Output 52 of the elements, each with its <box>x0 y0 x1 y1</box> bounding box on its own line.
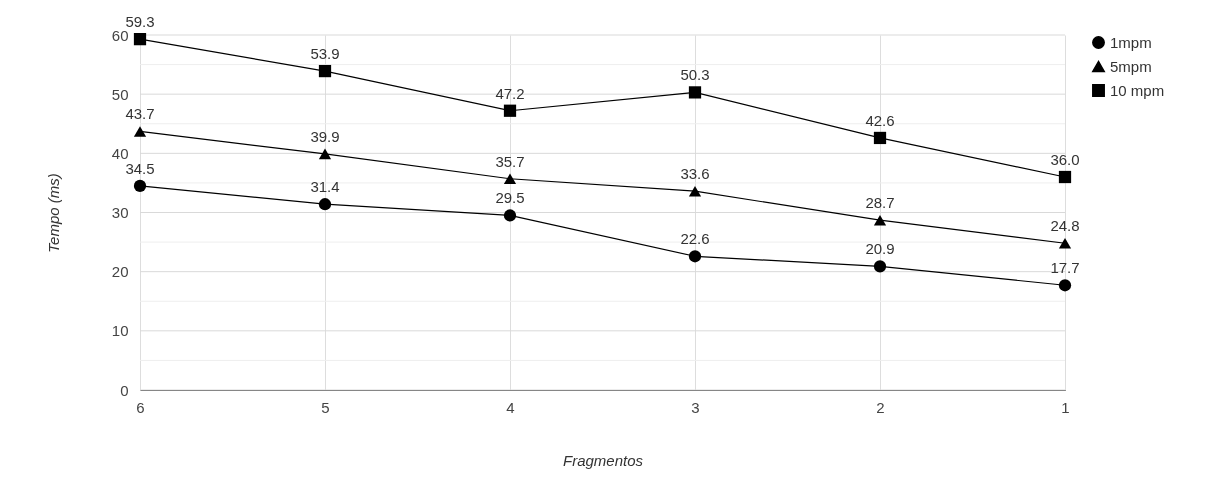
point <box>318 64 332 78</box>
data-label: 42.6 <box>865 111 895 129</box>
data-label: 20.9 <box>865 240 895 258</box>
y-axis-title: Tempo (ms) <box>44 173 62 253</box>
data-label: 31.4 <box>310 178 340 196</box>
data-label: 17.7 <box>1050 259 1080 277</box>
point <box>1058 170 1072 184</box>
data-label: 33.6 <box>680 165 710 183</box>
point <box>688 86 702 99</box>
point <box>133 179 147 192</box>
y-tick-label: 10 <box>111 322 129 340</box>
x-tick-label: 5 <box>321 398 330 416</box>
y-tick-label: 50 <box>111 85 129 103</box>
point <box>503 104 517 117</box>
data-label: 28.7 <box>865 194 895 212</box>
y-tick-label: 40 <box>111 144 129 162</box>
point <box>688 185 702 197</box>
x-tick-label: 2 <box>876 398 885 416</box>
point <box>688 250 702 263</box>
x-tick-label: 3 <box>691 398 700 416</box>
data-label: 39.9 <box>310 127 340 145</box>
data-label: 29.5 <box>495 189 525 207</box>
x-tick-label: 6 <box>136 398 145 416</box>
point <box>873 214 887 226</box>
data-label: 43.7 <box>125 105 155 123</box>
point <box>873 131 887 145</box>
y-tick-label: 0 <box>120 381 129 399</box>
point <box>873 260 887 273</box>
data-label: 35.7 <box>495 152 525 170</box>
point <box>318 148 332 160</box>
point <box>1058 237 1072 249</box>
data-label: 24.8 <box>1050 217 1080 235</box>
data-label: 53.9 <box>310 45 340 63</box>
point <box>503 173 517 185</box>
point <box>318 198 332 211</box>
data-label: 47.2 <box>495 84 525 102</box>
point <box>503 209 517 222</box>
point <box>133 33 147 46</box>
legend-label: 1mpm <box>1110 33 1152 51</box>
point <box>1058 279 1072 292</box>
y-tick-label: 30 <box>111 204 129 221</box>
point <box>133 126 147 137</box>
legend-label: 10 mpm <box>1110 81 1165 99</box>
x-tick-label: 4 <box>506 398 515 416</box>
y-tick-label: 20 <box>111 263 129 281</box>
x-axis-title: Fragmentos <box>562 451 644 469</box>
data-label: 50.3 <box>680 66 710 84</box>
data-label: 34.5 <box>125 159 155 177</box>
data-label: 22.6 <box>680 230 710 248</box>
x-tick-label: 1 <box>1061 398 1070 416</box>
data-label: 36.0 <box>1050 151 1080 168</box>
legend-label: 5mpm <box>1110 57 1152 75</box>
